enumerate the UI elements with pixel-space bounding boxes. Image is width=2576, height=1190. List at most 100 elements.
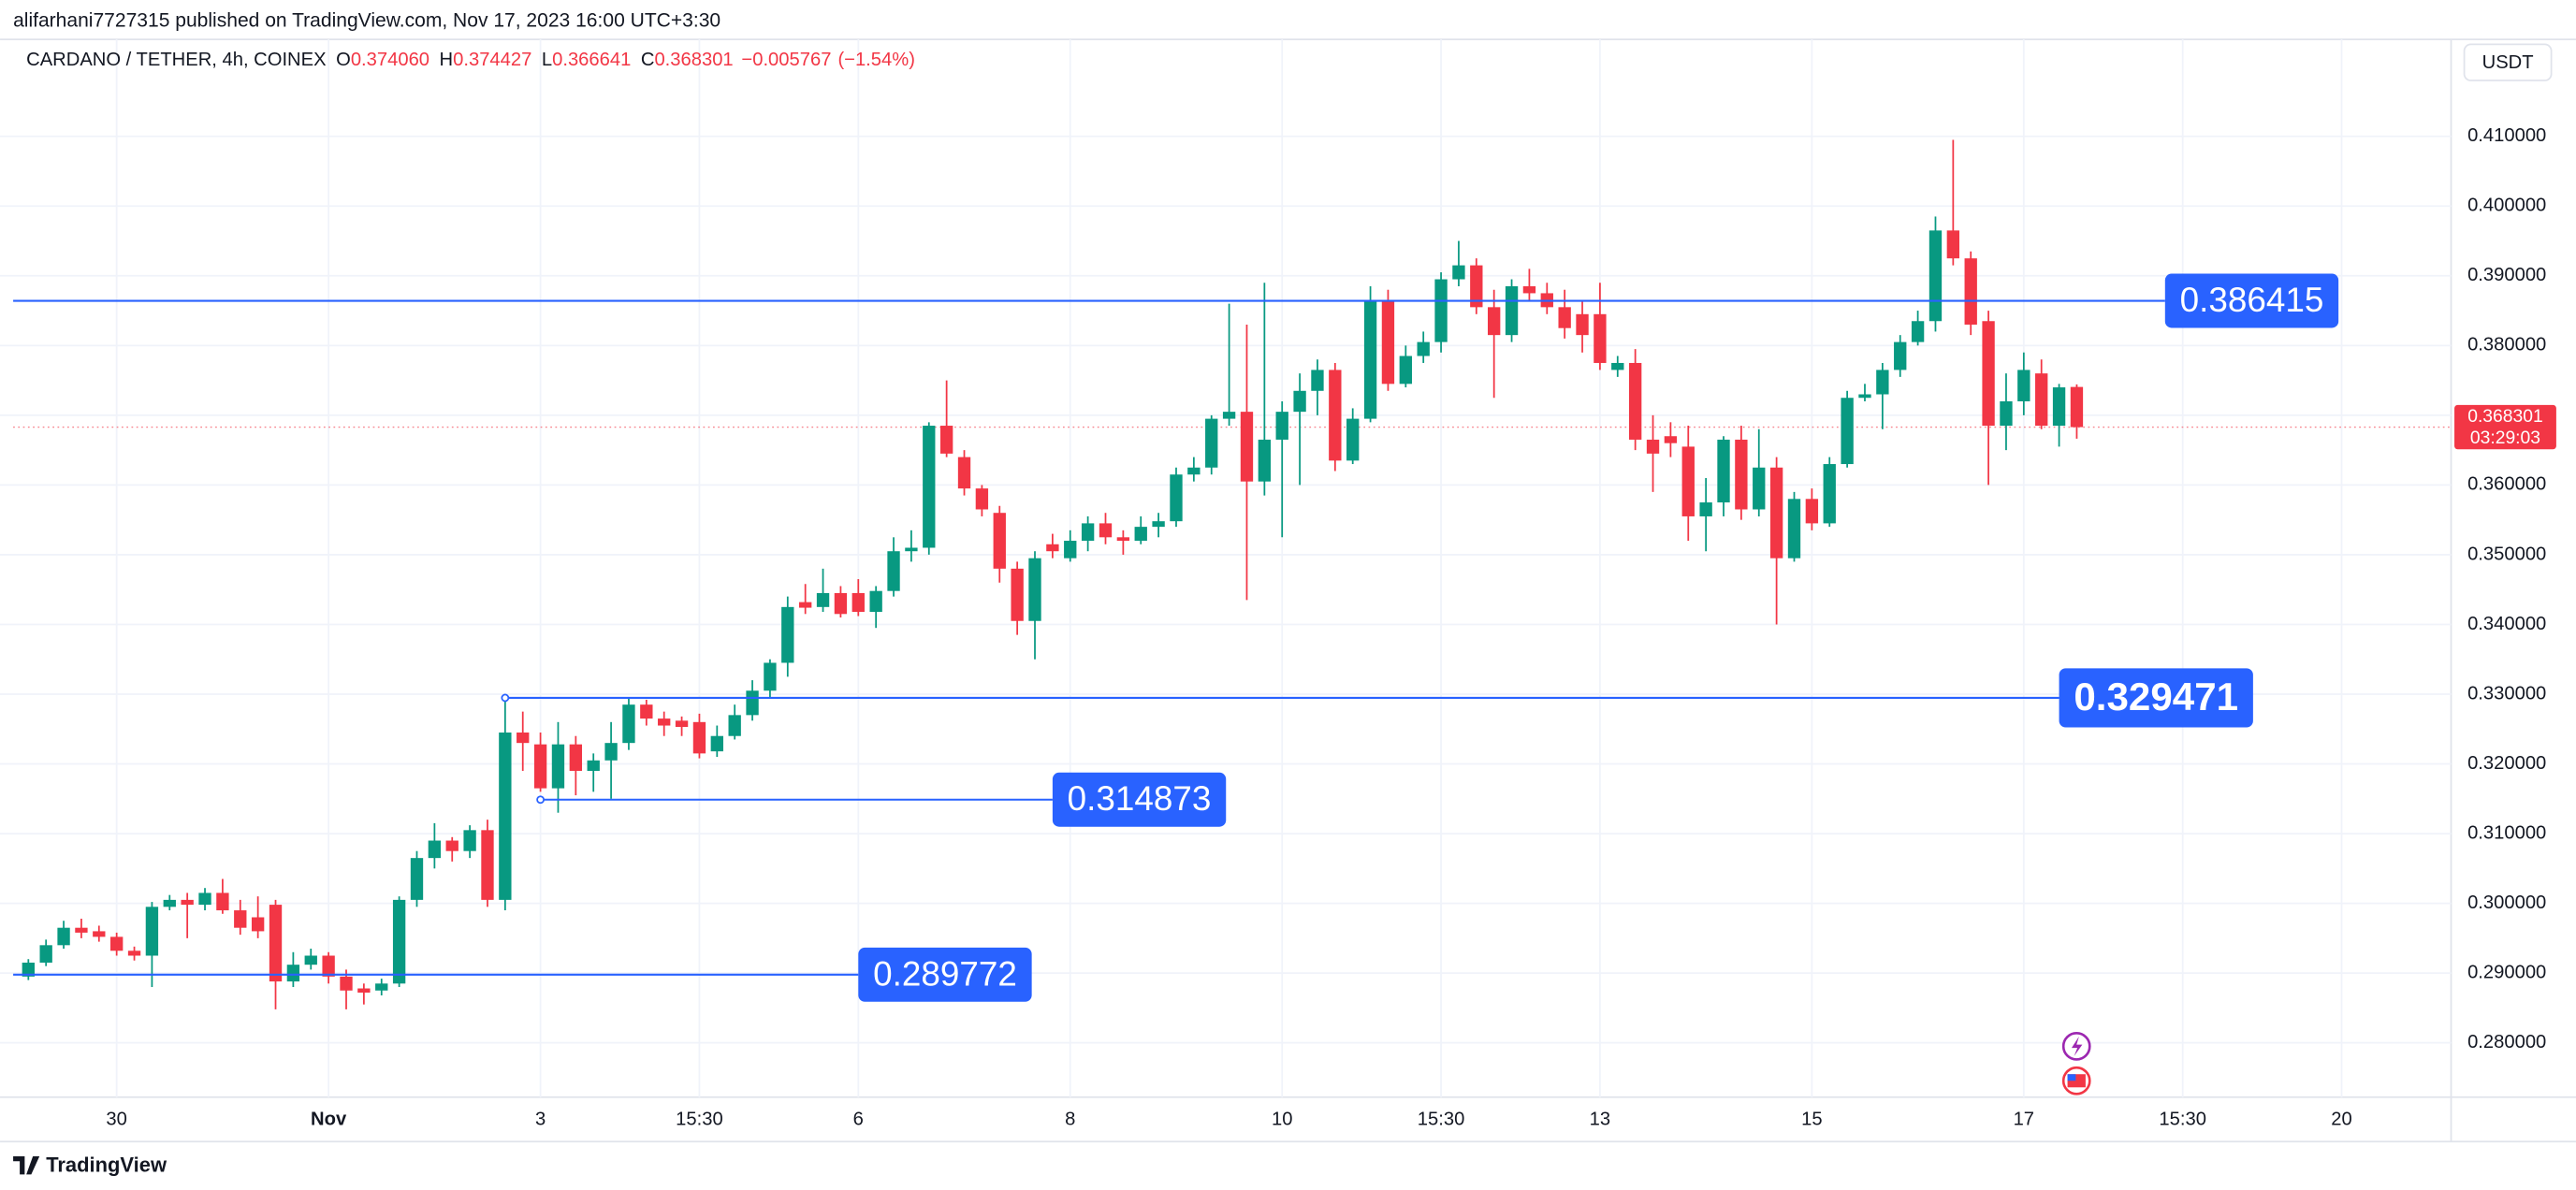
candle-body [1275,412,1288,440]
legend-value: 0.366641 [552,50,631,70]
line-label: 0.314873 [1068,779,1212,818]
candle-body [234,910,247,928]
candle-body [1946,230,1960,259]
legend-value: 0.374427 [453,50,531,70]
line-label: 0.289772 [873,954,1017,993]
line-label-box [1052,772,1227,827]
candle-body [1505,285,1519,336]
candle-body [428,840,442,859]
candle-body [1452,265,1465,280]
x-tick-label: 15:30 [676,1110,723,1130]
legend-key: O [336,50,351,70]
candle-body [1011,568,1024,621]
candle-body [851,592,865,613]
candle-body [1363,299,1377,419]
candle-body [1116,537,1130,542]
candle-body [22,962,35,977]
legend-value: 0.374060 [351,50,429,70]
price-tag [2454,404,2556,450]
candle-body [1222,412,1236,419]
y-tick-label: 0.380000 [2467,335,2546,356]
candle-body [1064,541,1077,559]
line-label: 0.386415 [2180,281,2324,319]
x-tick-label: 17 [2014,1110,2034,1130]
candle-body [286,965,300,982]
y-tick-label: 0.390000 [2467,265,2546,285]
candle-body [392,899,406,984]
candle-body [551,744,565,789]
candle-body [923,426,936,548]
candle-body [357,988,371,994]
line-anchor [536,795,545,805]
candle-body [163,899,176,907]
x-tick-label: 10 [1272,1110,1292,1130]
candle-body [1911,321,1925,342]
candle-body [2017,370,2030,401]
event-icons[interactable] [2061,1032,2091,1096]
candle-body [1081,523,1095,542]
candle-body [887,551,900,591]
candle-body [1611,362,1624,370]
candle-body [1470,265,1483,308]
legend-change: −0.005767 [741,50,831,70]
event-icon-glyph [2071,1036,2083,1056]
legend-key: H [440,50,454,70]
y-tick-label: 0.350000 [2467,544,2546,564]
y-tick-label: 0.300000 [2467,892,2546,913]
candle-body [1099,523,1113,538]
candle-body [1805,499,1819,524]
x-tick-label: 3 [535,1110,546,1130]
candle-body [1488,307,1501,336]
currency-button[interactable] [2463,43,2553,81]
candle-body [1769,467,1783,559]
footer-logo: TradingView [13,1153,167,1176]
candle-body [93,931,106,937]
candle-body [781,606,794,663]
candle-body [340,976,353,991]
candle-body [1187,467,1201,475]
candle-body [445,840,458,851]
x-tick-label: 15 [1801,1110,1822,1130]
publisher-header: alifarhani7727315 published on TradingVi… [13,9,720,31]
currency-label[interactable]: USDT [2482,52,2534,73]
line-label-box [2164,273,2339,328]
price-tag-value: 0.368301 [2467,407,2543,427]
candle-body [692,721,706,754]
candle-body [57,927,70,946]
candle-body [1787,499,1801,559]
candle-body [1664,436,1678,443]
candle-body [728,715,741,736]
footer-brand: TradingView [46,1153,167,1176]
candle-body [1928,230,1943,322]
y-tick-label: 0.340000 [2467,614,2546,634]
x-tick-label: 20 [2331,1110,2351,1130]
price-tag-countdown: 03:29:03 [2470,428,2540,448]
candle-body [764,662,777,691]
candle-body [1735,439,1748,510]
candle-body [198,892,211,906]
candle-body [463,830,476,851]
candle-body [322,955,335,977]
candle-body [1858,394,1871,399]
candle-body [1717,439,1730,503]
x-tick-label: 15:30 [2159,1110,2206,1130]
candle-body [1522,285,1536,294]
x-tick-label: Nov [311,1110,347,1130]
candle-body [869,590,882,613]
candle-body [1699,502,1712,516]
candle-body [269,905,283,982]
candle-body [604,743,618,761]
x-tick-label: 30 [106,1110,126,1130]
candle-body [957,457,971,489]
candle-body [375,983,388,991]
candle-body [1894,341,1907,370]
candle-body [1399,356,1412,385]
line-anchor [501,693,510,703]
candle-body [216,892,229,911]
candle-body [145,907,159,956]
y-tick-label: 0.360000 [2467,474,2546,495]
candle-body [1681,446,1695,516]
candle-body [39,945,52,963]
